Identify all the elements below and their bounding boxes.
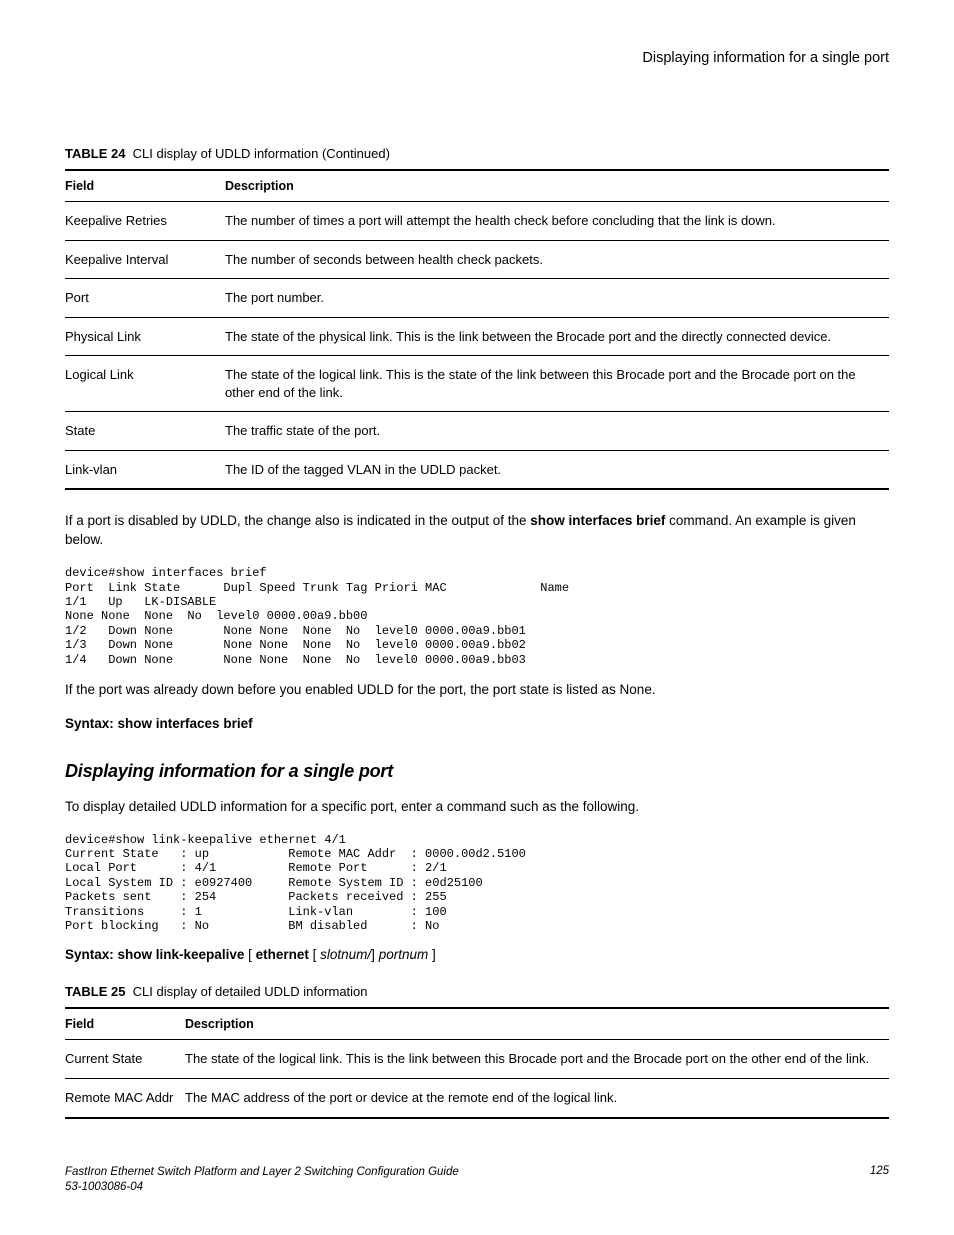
syntax2-arg2: portnum [379,947,429,962]
field-cell: State [65,412,225,451]
table24-title: CLI display of UDLD information (Continu… [133,146,390,161]
syntax-2: Syntax: show link-keepalive [ ethernet [… [65,947,889,962]
table-row: Keepalive IntervalThe number of seconds … [65,240,889,279]
desc-cell: The state of the physical link. This is … [225,317,889,356]
section-heading: Displaying information for a single port [65,761,889,782]
syntax2-kw2: ethernet [256,947,309,962]
field-cell: Keepalive Retries [65,202,225,241]
table-row: StateThe traffic state of the port. [65,412,889,451]
syntax1-cmd: show interfaces brief [118,716,253,731]
page-footer: FastIron Ethernet Switch Platform and La… [65,1165,889,1195]
syntax2-br1: [ [244,947,255,962]
field-cell: Logical Link [65,356,225,412]
table24-label: TABLE 24 [65,146,125,161]
field-cell: Keepalive Interval [65,240,225,279]
footer-docnum: 53-1003086-04 [65,1181,143,1193]
table-row: Logical LinkThe state of the logical lin… [65,356,889,412]
desc-cell: The state of the logical link. This is t… [225,356,889,412]
table-row: PortThe port number. [65,279,889,318]
table24-head-row: Field Description [65,170,889,202]
para1-a: If a port is disabled by UDLD, the chang… [65,513,530,528]
field-cell: Port [65,279,225,318]
table-row: Keepalive RetriesThe number of times a p… [65,202,889,241]
table25-head-field: Field [65,1008,185,1040]
desc-cell: The state of the logical link. This is t… [185,1040,889,1079]
field-cell: Link-vlan [65,450,225,489]
cli-output-1: device#show interfaces brief Port Link S… [65,566,889,667]
paragraph-1: If a port is disabled by UDLD, the chang… [65,512,889,550]
table25-label: TABLE 25 [65,984,125,999]
syntax1-label: Syntax: [65,716,118,731]
table24-head-field: Field [65,170,225,202]
table24: Field Description Keepalive RetriesThe n… [65,169,889,490]
field-cell: Remote MAC Addr [65,1078,185,1117]
table-row: Remote MAC AddrThe MAC address of the po… [65,1078,889,1117]
desc-cell: The ID of the tagged VLAN in the UDLD pa… [225,450,889,489]
syntax-1: Syntax: show interfaces brief [65,716,889,731]
table24-head-desc: Description [225,170,889,202]
syntax2-label: Syntax: [65,947,118,962]
field-cell: Current State [65,1040,185,1079]
table25-head-desc: Description [185,1008,889,1040]
table24-caption: TABLE 24 CLI display of UDLD information… [65,146,889,161]
table-row: Physical LinkThe state of the physical l… [65,317,889,356]
table25-head-row: Field Description [65,1008,889,1040]
paragraph-3: To display detailed UDLD information for… [65,798,889,817]
cli-output-2: device#show link-keepalive ethernet 4/1 … [65,833,889,934]
desc-cell: The number of times a port will attempt … [225,202,889,241]
page: Displaying information for a single port… [0,0,954,1235]
table-row: Current StateThe state of the logical li… [65,1040,889,1079]
desc-cell: The number of seconds between health che… [225,240,889,279]
desc-cell: The traffic state of the port. [225,412,889,451]
desc-cell: The MAC address of the port or device at… [185,1078,889,1117]
table25: Field Description Current StateThe state… [65,1007,889,1118]
syntax2-br3: ] [371,947,379,962]
syntax2-br4: ] [428,947,436,962]
table25-title: CLI display of detailed UDLD information [133,984,368,999]
field-cell: Physical Link [65,317,225,356]
para1-cmd: show interfaces brief [530,513,665,528]
syntax2-arg1: slotnum/ [320,947,371,962]
footer-left: FastIron Ethernet Switch Platform and La… [65,1165,459,1195]
footer-page-number: 125 [870,1165,889,1195]
running-head: Displaying information for a single port [65,50,889,66]
table25-caption: TABLE 25 CLI display of detailed UDLD in… [65,984,889,999]
table-row: Link-vlanThe ID of the tagged VLAN in th… [65,450,889,489]
paragraph-2: If the port was already down before you … [65,681,889,700]
syntax2-cmd: show link-keepalive [118,947,245,962]
desc-cell: The port number. [225,279,889,318]
syntax2-br2: [ [309,947,320,962]
footer-guide: FastIron Ethernet Switch Platform and La… [65,1166,459,1178]
